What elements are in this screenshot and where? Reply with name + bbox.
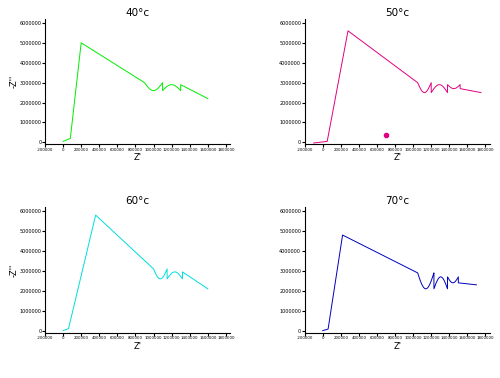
X-axis label: Z': Z' [394,153,402,162]
Title: 40°c: 40°c [126,8,150,18]
X-axis label: Z': Z' [134,153,141,162]
Title: 60°c: 60°c [126,196,150,206]
X-axis label: Z': Z' [394,341,402,350]
Title: 70°c: 70°c [385,196,409,206]
Y-axis label: -Z'': -Z'' [10,263,18,277]
X-axis label: Z': Z' [134,341,141,350]
Y-axis label: -Z'': -Z'' [10,75,18,88]
Title: 50°c: 50°c [385,8,409,18]
